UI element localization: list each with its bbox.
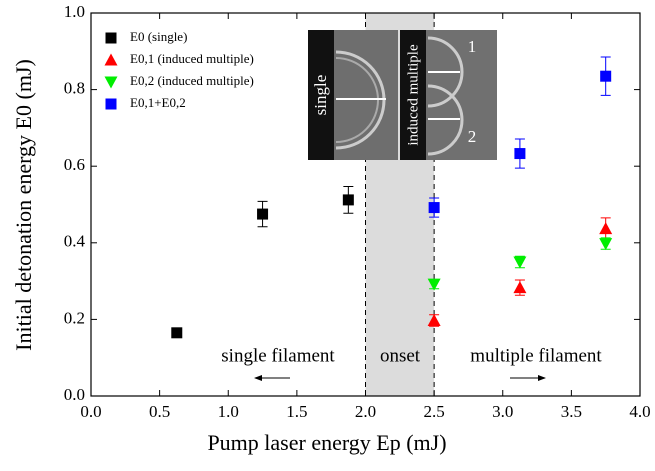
inset-dark (308, 30, 334, 160)
data-point (513, 256, 527, 269)
data-point (599, 222, 613, 235)
x-tick-label: 2.5 (424, 402, 445, 421)
inset-dark (400, 30, 426, 160)
legend-marker (104, 76, 118, 89)
y-tick-label: 0.4 (64, 232, 86, 251)
y-tick-label: 0.8 (64, 79, 85, 98)
x-tick-label: 1.5 (286, 402, 307, 421)
data-point (171, 327, 183, 339)
data-point (427, 278, 441, 291)
legend-label: E0,1 (induced multiple) (130, 51, 254, 66)
x-axis-title: Pump laser energy Ep (mJ) (207, 430, 446, 455)
legend-marker (105, 98, 117, 110)
wave-front (427, 84, 464, 156)
legend-marker (105, 32, 117, 44)
wave-front (427, 36, 464, 108)
data-point (427, 314, 441, 327)
data-point (513, 281, 527, 294)
annotation: multiple filament (470, 345, 602, 366)
y-axis-title: Initial detonation energy E0 (mJ) (11, 59, 36, 351)
inset-image: single induced multiple 1 2 (308, 30, 497, 160)
x-tick-label: 3.5 (561, 402, 582, 421)
annotation: onset (380, 345, 421, 366)
data-point (342, 194, 354, 206)
data-point (514, 148, 526, 160)
inset-label: 1 (468, 37, 477, 56)
data-point (257, 208, 269, 220)
y-tick-label: 0.0 (64, 385, 85, 404)
x-tick-label: 3.0 (492, 402, 513, 421)
x-tick-label: 2.0 (355, 402, 376, 421)
data-point (428, 202, 440, 214)
inset-label: induced multiple (405, 44, 421, 146)
y-tick-label: 0.6 (64, 155, 85, 174)
legend-label: E0 (single) (130, 29, 187, 44)
annotation: single filament (221, 345, 335, 366)
x-tick-label: 4.0 (629, 402, 650, 421)
legend-label: E0,1+E0,2 (130, 95, 186, 110)
inset-label: 2 (468, 127, 477, 146)
y-tick-label: 1.0 (64, 2, 85, 21)
legend-label: E0,2 (induced multiple) (130, 73, 254, 88)
inset-label: single (311, 75, 330, 116)
data-point (600, 70, 612, 82)
data-point (599, 238, 613, 251)
x-tick-label: 0.0 (80, 402, 101, 421)
x-tick-label: 1.0 (218, 402, 239, 421)
legend-marker (104, 53, 118, 66)
y-tick-label: 0.2 (64, 308, 85, 327)
x-tick-label: 0.5 (149, 402, 170, 421)
